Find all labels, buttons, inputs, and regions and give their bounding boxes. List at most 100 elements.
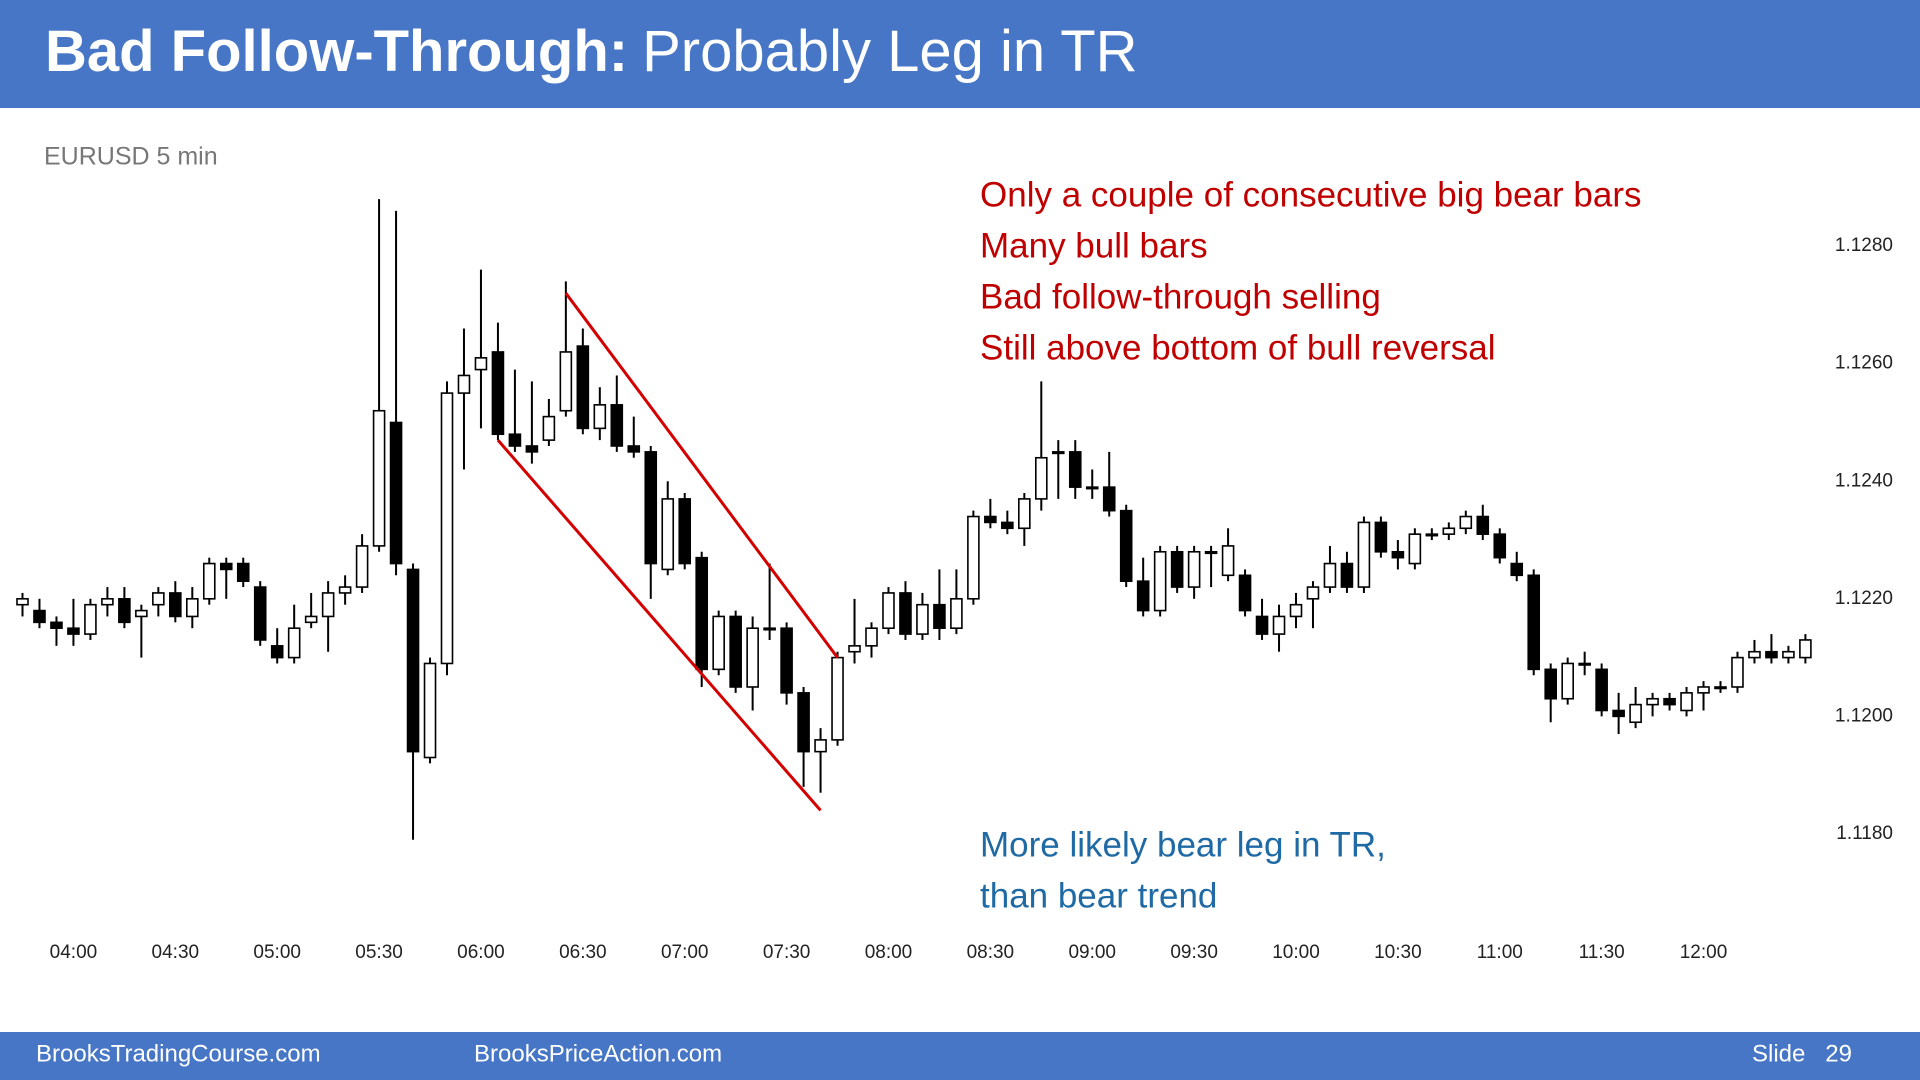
candle-body <box>16 598 29 606</box>
candle-body <box>253 586 267 641</box>
candle-body <box>695 556 709 671</box>
x-tick-label: 06:30 <box>559 942 607 963</box>
candle-body <box>219 562 233 571</box>
x-tick-label: 08:30 <box>967 942 1015 963</box>
plot: 1.1180 1.1200 1.1220 1.1240 1.1260 1.1280 04:0… <box>16 199 1893 963</box>
candle-body <box>508 433 522 447</box>
chart-title: EURUSD 5 min <box>44 143 218 171</box>
candle-body <box>1170 550 1184 588</box>
candle-body <box>746 627 759 688</box>
candle-body <box>1544 668 1557 700</box>
candle-body <box>1527 574 1541 671</box>
candle-body <box>1391 550 1405 559</box>
candle-body <box>933 603 946 630</box>
candle-body <box>372 409 386 547</box>
candle-body <box>661 498 675 571</box>
candle-body <box>763 627 776 631</box>
y-tick-label: 1.1220 <box>1835 588 1893 609</box>
candle-body <box>916 603 929 635</box>
candle-body <box>1018 498 1031 530</box>
candle-body <box>1799 639 1812 659</box>
x-tick-label: 12:00 <box>1680 942 1728 963</box>
x-tick-label: 05:00 <box>253 942 301 963</box>
candle-body <box>1001 521 1014 530</box>
x-tick-label: 10:30 <box>1374 942 1422 963</box>
candle-body <box>152 592 165 606</box>
x-tick-label: 04:30 <box>152 942 200 963</box>
candle-body <box>1459 515 1473 530</box>
x-tick-label: 09:00 <box>1068 942 1116 963</box>
candle-body <box>899 592 912 635</box>
candle-body <box>1425 533 1439 537</box>
candle-body <box>135 609 148 618</box>
header-bar <box>0 0 1920 108</box>
candle-body <box>1578 662 1591 666</box>
candle-body <box>644 451 658 565</box>
candle-body <box>865 627 878 647</box>
x-tick-label: 04:00 <box>50 942 98 963</box>
candle-body <box>101 598 114 606</box>
candle-body <box>780 627 793 694</box>
candle-body <box>1629 703 1642 724</box>
candle-body <box>236 562 250 582</box>
title-plain: Probably Leg in TR <box>642 19 1137 84</box>
candle-body <box>1323 562 1337 588</box>
candle-body <box>1782 650 1795 659</box>
candle-body <box>712 615 725 671</box>
annotation: Only a couple of consecutive big bear ba… <box>980 175 1642 214</box>
candle-body <box>118 598 131 624</box>
candle-body <box>389 421 403 565</box>
candle-body <box>33 609 46 624</box>
candle-body <box>1493 533 1507 559</box>
annotation: than bear trend <box>980 876 1217 915</box>
annotation: Many bull bars <box>980 226 1208 265</box>
candle-body <box>474 357 488 371</box>
candle-body <box>1748 650 1761 659</box>
candle-body <box>814 739 827 753</box>
candle-body <box>1442 527 1456 535</box>
candle-body <box>338 586 352 594</box>
candle-body <box>882 592 895 630</box>
candle-body <box>406 568 420 753</box>
annotation: More likely bear leg in TR, <box>980 825 1386 864</box>
candle-body <box>1476 515 1490 535</box>
candle-body <box>1306 586 1320 600</box>
candle-body <box>950 598 963 630</box>
channel-line <box>496 439 822 812</box>
candle-body <box>831 656 844 741</box>
candle-body <box>84 603 97 635</box>
candle-body <box>1068 451 1082 488</box>
annotation: Still above bottom of bull reversal <box>980 328 1496 367</box>
candle-body <box>270 645 284 659</box>
candle-body <box>202 562 216 600</box>
candle-body <box>1663 697 1676 706</box>
candle-body <box>593 404 607 430</box>
candle-body <box>423 662 437 759</box>
candle-body <box>848 645 861 653</box>
slide-number: 29 <box>1825 1040 1852 1067</box>
candle-body <box>1510 562 1524 577</box>
x-tick-label: 05:30 <box>355 942 403 963</box>
y-tick-label: 1.1200 <box>1835 705 1893 726</box>
candle-body <box>610 404 624 447</box>
candle-body <box>1340 562 1354 588</box>
candle-body <box>1102 486 1116 512</box>
x-tick-label: 08:00 <box>865 942 913 963</box>
candle-body <box>1204 550 1218 555</box>
candle-body <box>355 545 369 588</box>
footer-bar <box>0 1032 1920 1080</box>
candle-body <box>1680 692 1693 712</box>
title-bold: Bad Follow-Through: <box>45 19 628 84</box>
candle-body <box>1697 686 1710 694</box>
footer-middle: BrooksPriceAction.com <box>474 1040 722 1067</box>
candle-body <box>304 615 318 624</box>
candle-body <box>1272 615 1286 635</box>
slide-title: Bad Follow-Through: Probably Leg in TR <box>45 19 1138 84</box>
candle-body <box>186 598 199 618</box>
candle-body <box>1289 603 1303 618</box>
candle-body <box>1561 662 1574 700</box>
candle-body <box>321 592 335 618</box>
candle-body <box>1119 509 1133 582</box>
candle-body <box>1153 550 1167 612</box>
